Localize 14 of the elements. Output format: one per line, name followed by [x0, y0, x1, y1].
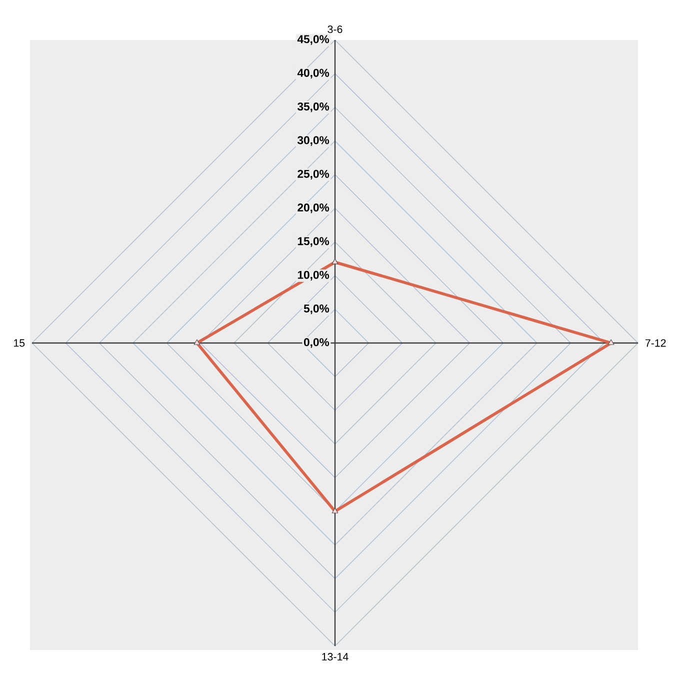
- y-tick-label: 40,0%: [297, 68, 330, 78]
- y-tick-label: 30,0%: [297, 136, 330, 146]
- spoke-label: 13-14: [322, 652, 348, 660]
- y-tick-label: 10,0%: [298, 270, 330, 280]
- y-tick-label: 15,0%: [298, 237, 330, 247]
- y-tick-label: 20,0%: [298, 204, 330, 214]
- y-tick-label: 25,0%: [298, 170, 330, 180]
- y-tick-label: 45,0%: [297, 35, 330, 45]
- spoke-label: 15: [14, 339, 25, 347]
- y-tick-label: 5,0%: [304, 304, 330, 314]
- y-tick-label: 35,0%: [297, 102, 330, 112]
- spoke-label: 3-6: [328, 26, 342, 34]
- y-tick-label: 0,0%: [304, 338, 330, 348]
- spoke-label: 7-12: [645, 339, 666, 347]
